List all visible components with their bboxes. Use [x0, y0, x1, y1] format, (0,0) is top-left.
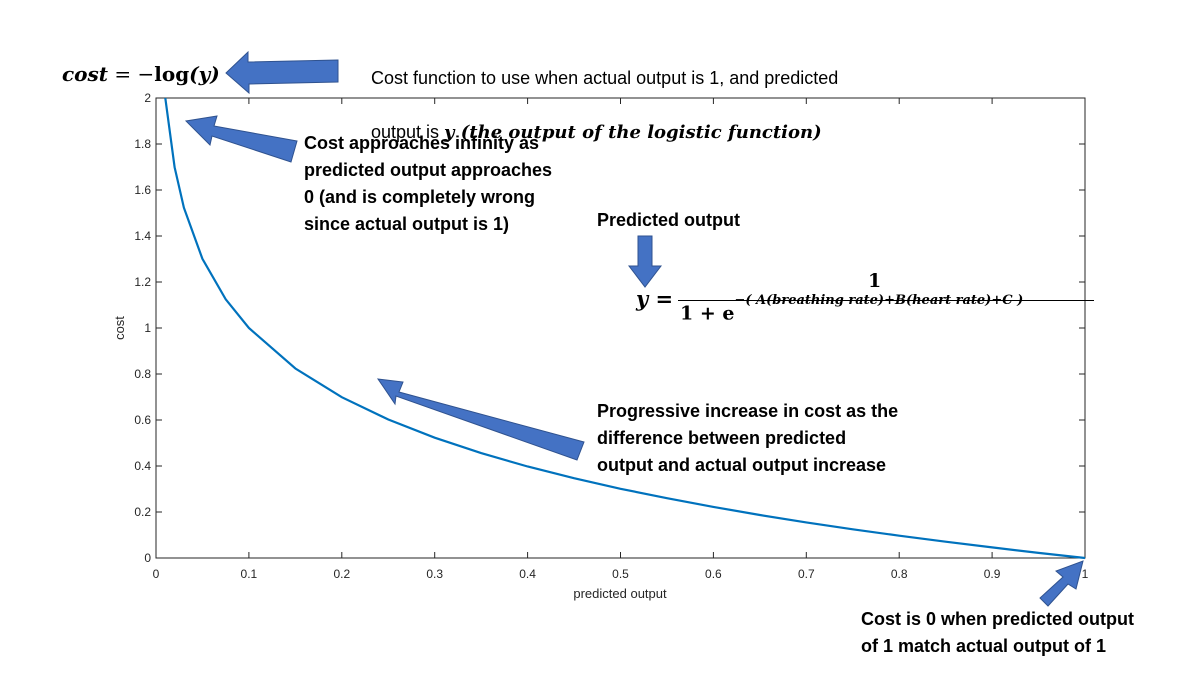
cost-curve-line: [164, 97, 1086, 560]
y-tick-label: 0: [144, 551, 151, 565]
x-tick-label: 0.6: [705, 567, 722, 581]
x-tick-label: 0.8: [891, 567, 908, 581]
cost-function-note-line2: output is y (the output of the logistic …: [371, 119, 838, 146]
x-tick-label: 1: [1082, 567, 1089, 581]
cost-function-note-prefix: output is: [371, 122, 445, 142]
logistic-formula-lhs: y =: [636, 286, 674, 311]
arrow-to-cost-formula: [225, 50, 339, 95]
fraction-bar: [678, 300, 1094, 301]
y-tick-label: 0.4: [134, 459, 151, 473]
cost-formula: cost = −log(y): [62, 62, 220, 86]
cost-formula-eq: = −: [108, 62, 155, 86]
cost-function-note-line1: Cost function to use when actual output …: [371, 68, 839, 88]
x-tick-label: 0.9: [984, 567, 1001, 581]
cost-function-note-math: y (the output of the logistic function): [444, 122, 822, 143]
y-tick-label: 1.6: [134, 183, 151, 197]
plot-area: [155, 97, 1086, 559]
infinity-note: Cost approaches infinity as predicted ou…: [304, 133, 553, 234]
logistic-formula-denominator: 1 + e−( A(breathing rate)+B(heart rate)+…: [680, 293, 1023, 325]
y-tick-label: 0.6: [134, 413, 151, 427]
y-axis-ticks: 0 0.2 0.4 0.6 0.8 1 1.2 1.4 1.6 1.8 2: [134, 91, 1085, 565]
y-tick-label: 0.2: [134, 505, 151, 519]
arrow-to-curve-end: [1039, 560, 1084, 607]
logistic-formula-numerator: 1: [868, 270, 882, 292]
x-tick-label: 0.1: [241, 567, 258, 581]
x-tick-label: 0.7: [798, 567, 815, 581]
y-tick-label: 2: [144, 91, 151, 105]
x-tick-label: 0: [153, 567, 160, 581]
y-tick-label: 1.4: [134, 229, 151, 243]
x-tick-label: 0.3: [426, 567, 443, 581]
x-tick-label: 0.5: [612, 567, 629, 581]
arrow-to-curve-middle: [376, 378, 585, 461]
y-axis-label: cost: [112, 316, 127, 340]
arrow-to-logistic-formula: [627, 235, 663, 288]
x-tick-label: 0.4: [519, 567, 536, 581]
cost-formula-lhs: cost: [62, 62, 109, 86]
predicted-output-label: Predicted output: [597, 210, 740, 230]
denominator-exponent: −( A(breathing rate)+B(heart rate)+C ): [734, 293, 1024, 308]
progressive-note: Progressive increase in cost as the diff…: [597, 401, 899, 475]
zero-cost-note: Cost is 0 when predicted output of 1 mat…: [861, 609, 1135, 656]
y-tick-label: 1.8: [134, 137, 151, 151]
cost-formula-arg: (y): [189, 62, 220, 86]
x-axis-label: predicted output: [573, 586, 667, 601]
denominator-base: 1 + e: [680, 302, 735, 325]
y-tick-label: 1: [144, 321, 151, 335]
cost-formula-fn: log: [154, 62, 190, 86]
y-tick-label: 0.8: [134, 367, 151, 381]
arrow-to-curve-top: [184, 115, 298, 163]
x-tick-label: 0.2: [333, 567, 350, 581]
y-tick-label: 1.2: [134, 275, 151, 289]
x-axis-ticks: 0 0.1 0.2 0.3 0.4 0.5 0.6 0.7 0.8 0.9 1: [153, 98, 1089, 581]
cost-function-note: Cost function to use when actual output …: [371, 38, 838, 173]
